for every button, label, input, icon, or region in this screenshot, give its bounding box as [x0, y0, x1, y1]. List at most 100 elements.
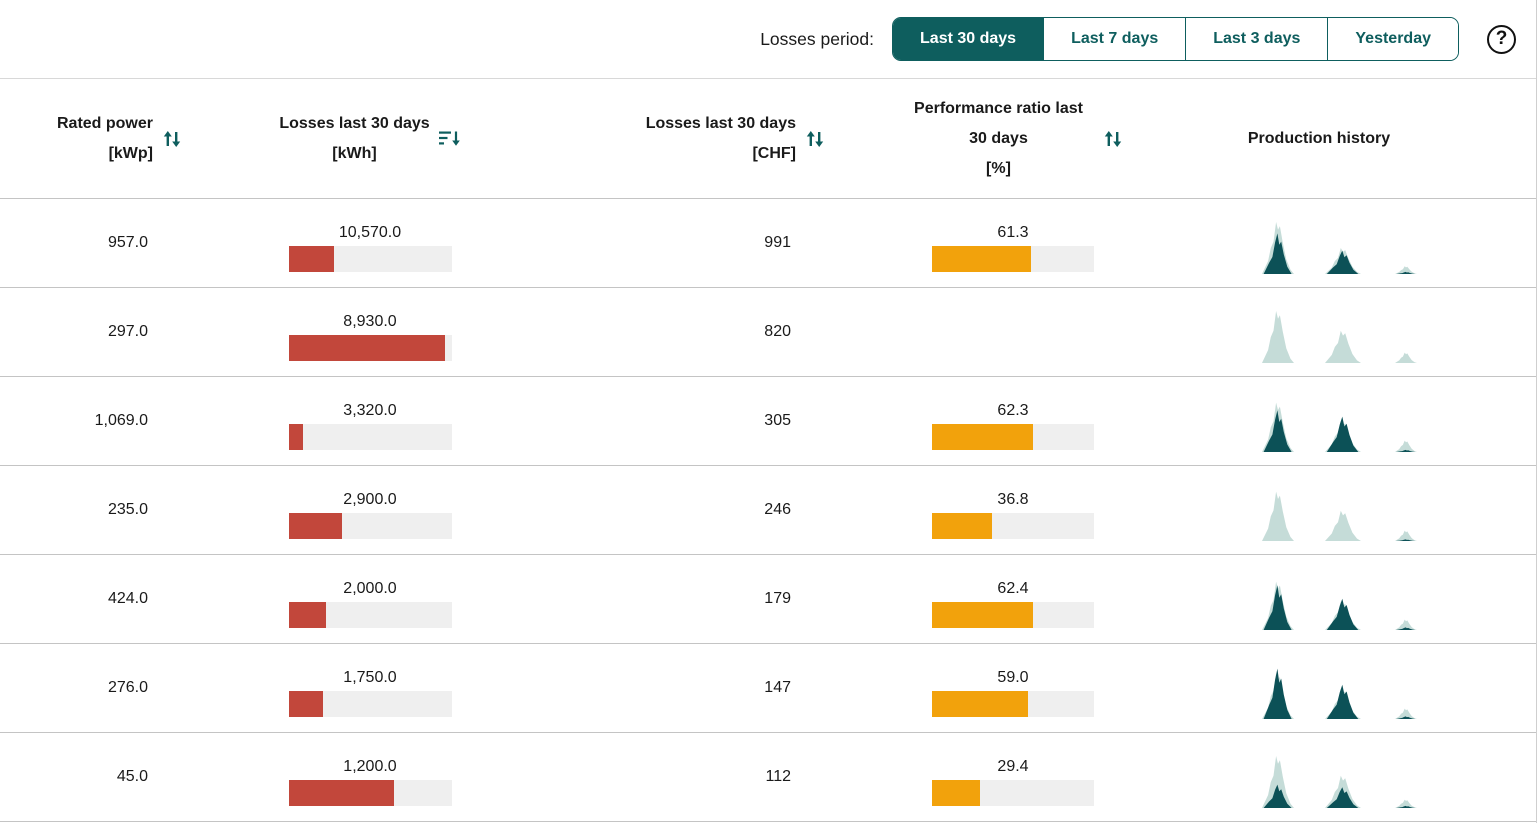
- column-title: Losses last 30 days: [645, 114, 796, 132]
- performance-ratio-cell: [840, 292, 1150, 380]
- rated-power-cell: 276.0: [0, 644, 230, 732]
- losses-kwh-bar-fill: [288, 334, 445, 361]
- table-row[interactable]: 276.0 1,750.0 147 59.0: [0, 644, 1536, 733]
- production-history-cell: [1150, 288, 1536, 376]
- losses-chf-cell: 246: [510, 466, 840, 554]
- performance-ratio-value: 62.3: [997, 401, 1029, 419]
- performance-ratio-cell: 59.0: [840, 648, 1150, 736]
- production-sparkline: [1243, 747, 1443, 808]
- column-title: Rated power: [56, 114, 153, 132]
- losses-chf-value: 820: [764, 323, 791, 340]
- performance-ratio-bar-fill: [932, 245, 1032, 272]
- help-icon[interactable]: ?: [1487, 24, 1516, 54]
- column-title: Losses last 30 days: [279, 114, 430, 132]
- losses-kwh-bar-fill: [288, 690, 323, 717]
- rated-power-value: 297.0: [107, 323, 148, 340]
- column-unit: [%]: [986, 159, 1011, 177]
- losses-kwh-value: 2,000.0: [343, 579, 397, 597]
- sort-descending-icon[interactable]: [438, 130, 461, 147]
- losses-period-toolbar: Losses period: Last 30 days Last 7 days La…: [0, 0, 1536, 79]
- production-history-cell: [1150, 199, 1536, 287]
- table-body: 957.0 10,570.0 991 61.3 297.0 8,930.0 820 1,069…: [0, 199, 1536, 822]
- column-header-rated-power[interactable]: Rated power [kWp]: [0, 79, 230, 198]
- rated-power-cell: 957.0: [0, 199, 230, 287]
- losses-kwh-cell: 3,320.0: [230, 381, 510, 469]
- performance-ratio-bar: [932, 245, 1094, 272]
- production-sparkline: [1243, 302, 1443, 363]
- period-button-yesterday[interactable]: Yesterday: [1327, 18, 1458, 60]
- sort-updown-icon[interactable]: [1103, 130, 1123, 147]
- losses-kwh-value: 3,320.0: [343, 401, 397, 419]
- losses-kwh-bar-fill: [288, 245, 335, 272]
- production-sparkline: [1243, 213, 1443, 274]
- column-header-performance-ratio[interactable]: Performance ratio last 30 days [%]: [840, 79, 1150, 198]
- performance-ratio-cell: 36.8: [840, 470, 1150, 558]
- losses-kwh-cell: 2,900.0: [230, 470, 510, 558]
- production-sparkline: [1243, 658, 1443, 719]
- table-row[interactable]: 297.0 8,930.0 820: [0, 288, 1536, 377]
- column-header-losses-chf[interactable]: Losses last 30 days [CHF]: [510, 79, 840, 198]
- performance-ratio-bar-fill: [932, 690, 1028, 717]
- table-row[interactable]: 957.0 10,570.0 991 61.3: [0, 199, 1536, 288]
- losses-chf-cell: 112: [510, 733, 840, 821]
- performance-ratio-value: 62.4: [997, 579, 1029, 597]
- losses-chf-value: 246: [764, 501, 791, 518]
- losses-kwh-bar-fill: [288, 423, 304, 450]
- losses-kwh-bar-fill: [288, 512, 343, 539]
- production-sparkline: [1243, 569, 1443, 630]
- rated-power-value: 45.0: [116, 768, 148, 785]
- table-row[interactable]: 45.0 1,200.0 112 29.4: [0, 733, 1536, 822]
- table-row[interactable]: 235.0 2,900.0 246 36.8: [0, 466, 1536, 555]
- production-history-cell: [1150, 377, 1536, 465]
- period-button-last-3-days[interactable]: Last 3 days: [1185, 18, 1328, 60]
- rated-power-value: 957.0: [107, 234, 148, 251]
- rated-power-cell: 235.0: [0, 466, 230, 554]
- losses-kwh-bar: [288, 601, 452, 628]
- column-title: Performance ratio last 30 days: [914, 99, 1083, 147]
- sort-updown-icon[interactable]: [805, 130, 825, 147]
- column-unit: [CHF]: [752, 144, 796, 162]
- table-row[interactable]: 424.0 2,000.0 179 62.4: [0, 555, 1536, 644]
- losses-chf-cell: 991: [510, 199, 840, 287]
- performance-ratio-bar: [932, 423, 1094, 450]
- losses-chf-value: 179: [764, 590, 791, 607]
- losses-kwh-value: 1,750.0: [343, 668, 397, 686]
- performance-ratio-bar: [932, 690, 1094, 717]
- rated-power-value: 235.0: [107, 501, 148, 518]
- column-header-losses-kwh[interactable]: Losses last 30 days [kWh]: [230, 79, 510, 198]
- losses-kwh-bar: [288, 334, 452, 361]
- period-button-last-30-days[interactable]: Last 30 days: [893, 18, 1044, 60]
- performance-ratio-value: 29.4: [997, 757, 1029, 775]
- performance-ratio-bar: [932, 779, 1094, 806]
- losses-kwh-cell: 2,000.0: [230, 559, 510, 647]
- performance-ratio-cell: 61.3: [840, 203, 1150, 291]
- losses-period-label: Losses period:: [760, 28, 875, 49]
- performance-ratio-bar: [932, 601, 1094, 628]
- column-header-production-history: Production history: [1150, 79, 1536, 198]
- table-row[interactable]: 1,069.0 3,320.0 305 62.3: [0, 377, 1536, 466]
- period-button-last-7-days[interactable]: Last 7 days: [1043, 18, 1186, 60]
- losses-kwh-bar: [288, 245, 452, 272]
- losses-kwh-value: 2,900.0: [343, 490, 397, 508]
- production-history-cell: [1150, 555, 1536, 643]
- production-history-cell: [1150, 466, 1536, 554]
- losses-chf-cell: 820: [510, 288, 840, 376]
- performance-ratio-bar-fill: [932, 779, 980, 806]
- column-unit: [kWh]: [332, 144, 377, 162]
- production-sparkline: [1243, 480, 1443, 541]
- performance-ratio-value: 59.0: [997, 668, 1029, 686]
- production-history-cell: [1150, 644, 1536, 732]
- losses-kwh-bar-fill: [288, 779, 395, 806]
- sort-updown-icon[interactable]: [162, 130, 182, 147]
- performance-ratio-bar-fill: [932, 512, 992, 539]
- performance-ratio-bar-fill: [932, 601, 1034, 628]
- performance-ratio-bar: [932, 512, 1094, 539]
- losses-chf-value: 305: [764, 412, 791, 429]
- rated-power-cell: 424.0: [0, 555, 230, 643]
- losses-chf-cell: 179: [510, 555, 840, 643]
- losses-kwh-cell: 1,750.0: [230, 648, 510, 736]
- losses-kwh-cell: 1,200.0: [230, 737, 510, 825]
- production-history-cell: [1150, 733, 1536, 821]
- table-header: Rated power [kWp] Losses last 30 days [k…: [0, 79, 1536, 199]
- column-title: Production history: [1247, 129, 1391, 147]
